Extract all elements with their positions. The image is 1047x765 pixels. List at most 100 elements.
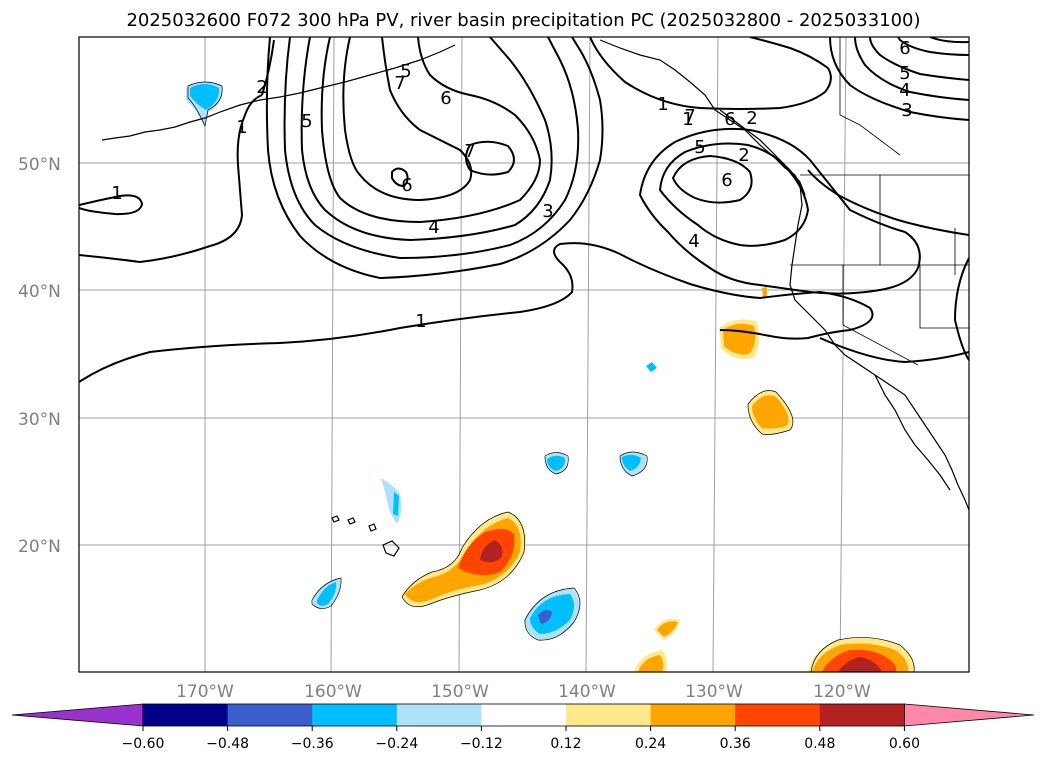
contour-7-oval <box>465 140 515 176</box>
neg-blob-aleutian-core <box>190 84 220 110</box>
contour-label: 4 <box>688 231 699 252</box>
colorbar-segment <box>143 704 229 726</box>
contour-2 <box>261 39 275 96</box>
contour-label: 1 <box>657 94 668 115</box>
neg-blob-small-1 <box>646 362 657 372</box>
meridian-160w <box>330 37 335 672</box>
coastlines <box>101 39 969 557</box>
colorbar-segment <box>819 704 905 726</box>
colorbar-tick-label: −0.24 <box>375 736 418 752</box>
contour-1-main <box>79 242 874 383</box>
contour-label: 1 <box>682 109 693 130</box>
contour-6 <box>320 37 542 224</box>
pos-blob-coast-b-core <box>752 395 789 429</box>
colorbar-tick-label: 0.60 <box>889 736 920 752</box>
contour-label: 2 <box>746 108 757 129</box>
contour-label: 2 <box>256 77 267 98</box>
map-title: 2025032600 F072 300 hPa PV, river basin … <box>126 10 921 31</box>
neg-blob-small-2-core <box>547 455 566 471</box>
hawaii-maui <box>368 523 377 532</box>
shading-outlines <box>187 81 915 672</box>
lon-label-160w: 160°W <box>304 682 362 702</box>
contour-labels: 1 2 1 5 6 7 6 7 5 4 3 1 1 2 5 6 4 6 5 4 … <box>111 38 912 332</box>
map-frame <box>78 36 970 673</box>
lat-label-20n: 20°N <box>18 537 61 557</box>
colorbar-segment <box>312 704 398 726</box>
us-west-coast <box>789 184 969 511</box>
contour-label: 5 <box>400 61 411 82</box>
hawaii-big <box>382 540 400 557</box>
contour-6b <box>671 154 753 204</box>
contour-1-east <box>819 337 969 364</box>
contour-label: 5 <box>301 111 312 132</box>
colorbar-tick-label: 0.48 <box>804 736 835 752</box>
contour-label: 6 <box>440 88 451 109</box>
contour-label: 6 <box>899 38 910 59</box>
meridian-140w <box>585 37 591 672</box>
contour-1-west <box>79 94 263 264</box>
contour-label: 3 <box>542 201 553 222</box>
pos-blob-tiny <box>762 287 767 298</box>
neg-blob-west-core <box>317 582 337 606</box>
pos-blob-se-max <box>838 657 882 672</box>
contour-label: 3 <box>901 100 912 121</box>
neg-blob-small-3-core <box>622 454 641 471</box>
colorbar-segment <box>227 704 313 726</box>
colorbar-segment <box>481 704 567 726</box>
colorbar: −0.60 −0.48 −0.36 −0.24 −0.12 0.12 0.24 0.36 0.4… <box>11 703 1035 752</box>
colorbar-tick-label: −0.36 <box>291 736 334 752</box>
state-line-4 <box>842 265 919 366</box>
contour-label: 7 <box>464 141 475 162</box>
contour-1-small <box>79 194 144 216</box>
contour-east-arc <box>807 169 969 236</box>
colorbar-extend-max <box>904 703 1035 727</box>
pos-blob-small-b-core <box>638 655 664 672</box>
contour-label: 5 <box>899 63 910 84</box>
contour-label: 5 <box>694 137 705 158</box>
pos-blob-hawaii-max <box>480 540 503 563</box>
pos-blob-small-a-core <box>657 621 678 637</box>
neg-blob-south-strong <box>538 610 552 624</box>
longitude-labels: 170°W 160°W 150°W 140°W 130°W 120°W <box>176 682 871 702</box>
lat-label-30n: 30°N <box>18 410 61 430</box>
contour-4 <box>283 37 580 260</box>
baja <box>874 374 951 491</box>
colorbar-tick-label: −0.60 <box>122 736 165 752</box>
hawaii-kauai <box>331 515 340 523</box>
contour-label: 1 <box>111 183 122 204</box>
contour-7-inner <box>342 37 473 202</box>
contour-label: 7 <box>394 73 405 94</box>
colorbar-outline <box>142 703 905 727</box>
colorbar-segment <box>650 704 736 726</box>
colorbar-segment <box>735 704 821 726</box>
contour-small-loop <box>391 167 409 188</box>
contour-label: 6 <box>401 175 412 196</box>
lon-label-170w: 170°W <box>176 682 234 702</box>
colorbar-segment <box>396 704 482 726</box>
latitude-labels: 50°N 40°N 30°N 20°N <box>18 155 61 557</box>
lon-label-120w: 120°W <box>813 682 871 702</box>
lon-label-140w: 140°W <box>558 682 616 702</box>
colorbar-tick-label: 0.24 <box>635 736 666 752</box>
contour-ne-3 <box>829 37 969 121</box>
hawaii-oahu <box>347 517 356 525</box>
contour-label: 2 <box>738 145 749 166</box>
contour-label: 4 <box>428 217 439 238</box>
neg-blob-hawaii-n-core <box>393 492 399 516</box>
colorbar-segment <box>566 704 652 726</box>
contour-ne-5 <box>869 37 969 81</box>
colorbar-tick-label: −0.48 <box>206 736 249 752</box>
map-area <box>79 37 969 672</box>
pv-contours <box>79 37 969 383</box>
alaska-border <box>839 37 901 156</box>
contour-1b-ne <box>749 37 829 69</box>
contour-label: 1 <box>236 117 247 138</box>
precip-anomalies <box>186 81 915 672</box>
contour-5b <box>658 142 810 247</box>
colorbar-extend-min <box>11 703 144 727</box>
contour-ne-4 <box>854 37 969 101</box>
colorbar-tick-label: 0.36 <box>720 736 751 752</box>
contour-5 <box>300 37 553 242</box>
contour-label: 1 <box>415 311 426 332</box>
